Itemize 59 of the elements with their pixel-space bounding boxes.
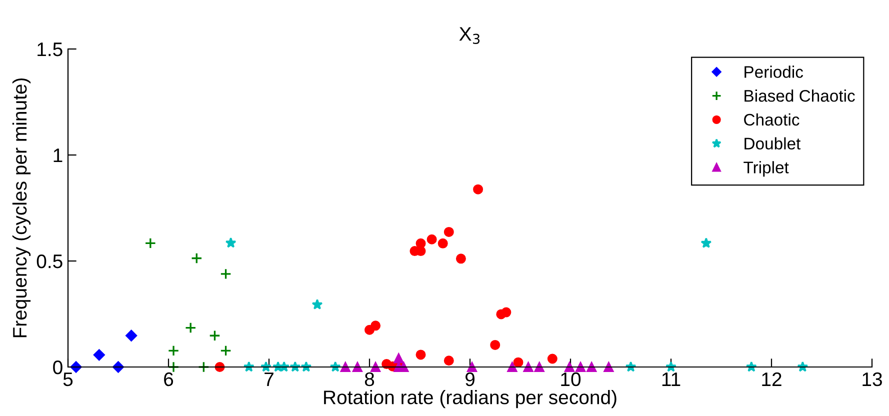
y-axis-title: Frequency (cycles per minute) [12,78,31,338]
legend-label: Triplet [744,161,789,177]
point [340,362,350,372]
x-tick-label: 5 [63,372,73,386]
point [370,362,381,372]
point [444,226,454,237]
point [534,362,544,372]
point [352,362,362,372]
point [501,307,512,318]
point [394,353,404,364]
point [473,184,484,194]
point [220,268,232,280]
point [93,349,105,361]
x-tick-label: 7 [264,372,274,386]
legend-label: Chaotic [744,113,800,126]
point [220,344,232,356]
point [426,234,437,244]
point [564,362,574,372]
point [209,330,220,342]
point [144,237,156,249]
chart-title: X$_{3}$ [459,27,480,44]
point [198,361,210,373]
y-tick-label: 0.5 [36,254,62,268]
point [456,254,466,264]
point [168,344,180,356]
point [416,350,426,360]
point [168,361,180,373]
x-tick-label: 13 [862,372,882,386]
point [513,357,524,368]
point [467,362,478,372]
x-axis-title: Rotation rate (radians per second) [324,390,616,408]
point [190,252,202,264]
point [126,330,138,342]
legend-label: Periodic [744,66,804,78]
point [225,237,236,248]
point [523,362,534,372]
point [586,362,597,372]
point [547,354,558,364]
y-tick-label: 1.5 [38,42,62,56]
point [312,298,323,310]
x-tick-label: 11 [662,372,680,386]
x-tick-label: 6 [164,372,174,386]
point [184,322,196,334]
x-tick-label: 8 [364,372,374,386]
x-tick-label: 10 [561,372,581,386]
x-tick-label: 9 [466,372,474,386]
legend-label: Doublet [744,137,801,150]
point [438,238,448,248]
point [444,356,454,366]
x-tick-label: 12 [762,372,782,386]
point [490,340,500,350]
y-tick-label: 1 [54,148,62,162]
point [604,362,614,372]
point [370,320,381,331]
point [507,362,518,372]
y-tick-label: 0 [53,360,62,374]
legend-label: Biased Chaotic [744,90,855,102]
point [576,362,586,372]
point [700,237,712,248]
